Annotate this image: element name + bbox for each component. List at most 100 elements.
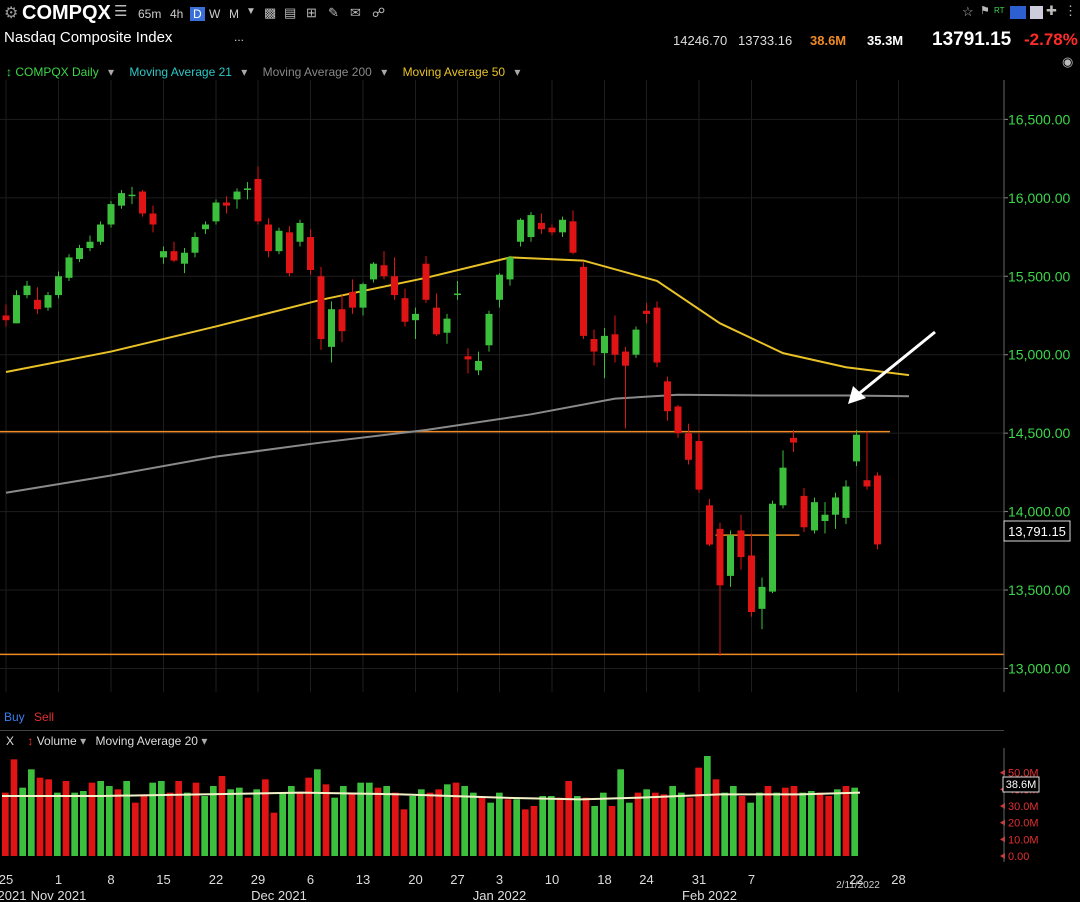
symbol-title[interactable]: COMPQX [22,2,111,24]
candle-74 [779,450,787,509]
candle-30 [317,266,325,350]
volume-bar-63 [548,796,555,856]
xtick-label-13: 24 [639,872,653,887]
volume-bar-16 [140,794,148,856]
volume-bar-44 [383,786,390,856]
price-tag: 13,791.15 [1008,524,1066,539]
price-tag-box [1003,520,1071,542]
buy-sell[interactable]: Buy Sell [4,710,54,724]
volume-bar-0 [2,792,9,856]
sell-label: Sell [34,710,55,724]
candle-1 [13,290,20,324]
candle-58 [611,315,619,363]
volume-bar-96 [834,789,841,856]
volume-tag-box [1002,776,1040,793]
volume-bar-76 [660,794,668,856]
volume-bar-25 [218,776,226,856]
alert-flag-icon[interactable]: ⚑ [980,5,990,17]
volume-bar-39 [340,786,347,856]
xtick-label-11: 10 [545,872,559,887]
comment-icon[interactable]: ✉ [350,5,361,20]
volume-bar-4 [36,777,44,856]
volume-title[interactable]: Volume [36,734,77,748]
volume-bar-43 [374,787,382,856]
volume-tag: 38.6M [1006,779,1037,791]
volume-bar-52 [452,782,460,856]
volume-bar-93 [808,791,815,856]
timeframe-weekly[interactable]: W [209,7,221,21]
screener-icon[interactable] [1010,6,1026,19]
candle-46 [485,310,493,352]
volume-bar-57 [496,792,503,856]
xtick-label-6: 6 [307,872,314,887]
timeframe-monthly[interactable]: M [229,7,239,21]
candle-55 [580,262,587,340]
volume-bar-98 [851,787,858,856]
volume-bar-49 [426,792,434,856]
realtime-icon[interactable]: RT [994,6,1005,15]
candle-41 [433,293,440,336]
volume-ma-label[interactable]: Moving Average 20 [95,734,198,748]
volume-bar-6 [54,792,61,856]
more-icon[interactable]: ⋮ [1064,3,1077,18]
ytick-label-3: 14,500.00 [1008,425,1070,441]
candle-28 [296,219,304,247]
candle-36 [380,251,388,280]
share-icon[interactable]: ☍ [372,5,386,20]
volume-bar-73 [634,792,642,856]
candle-39 [412,307,419,340]
legend-ma200[interactable]: Moving Average 200 ▾ [262,65,388,79]
ytick-label-7: 16,500.00 [1008,111,1070,127]
candle-78 [821,502,829,534]
candle-12 [128,186,136,205]
candle-25 [265,218,272,258]
timeframe-65m[interactable]: 65m [138,7,162,21]
vtick-label-0: 0.00 [1008,851,1029,863]
volume-bar-46 [400,809,408,856]
list-icon[interactable]: ☰ [114,3,128,20]
ytick-label-6: 16,000.00 [1008,190,1070,206]
chart-grid [0,80,1004,692]
xtick-label-12: 18 [597,872,611,887]
price-chart[interactable]: 13,000.00 13,500.00 14,000.00 14,500.00 15,0… [0,80,1080,712]
favorite-star-icon[interactable]: ☆ [962,4,974,19]
vtick-label-1: 10.0M [1008,834,1039,846]
volume-bar-35 [305,777,312,856]
layout-icon[interactable] [1030,6,1043,19]
legend-series[interactable]: ↕ COMPQX Daily ▾ [6,65,115,79]
ytick-label-1: 13,500.00 [1008,582,1070,598]
volume-close-button[interactable]: X [6,734,15,748]
move-icon[interactable]: ✚ [1046,3,1057,18]
volume-bar-17 [149,782,156,856]
volume-bar-2 [19,787,26,856]
volume-bar-15 [132,802,139,856]
more-dots[interactable]: ... [234,30,245,44]
legend-ma50[interactable]: Moving Average 50 ▾ [402,65,521,79]
month-label-2: Dec 2021 [251,888,307,902]
timeframe-dropdown-icon[interactable]: ▼ [246,6,256,17]
globe-icon[interactable]: ◉ [1062,54,1074,69]
legend-ma21[interactable]: Moving Average 21 ▾ [129,65,248,79]
candle-8 [86,235,94,252]
volume-bar-66 [574,796,581,856]
volume-bar-83 [721,792,728,856]
timeframe-4h[interactable]: 4h [170,7,184,21]
candle-51 [538,213,545,234]
candle-3 [34,287,41,314]
draw-tool-icon[interactable]: ✎ [328,5,339,20]
timeframe-daily[interactable]: D [190,7,205,21]
annotation-arrow [855,330,936,398]
candle-type-icon[interactable]: ▩ [264,5,277,20]
volume-bar-28 [244,797,252,856]
bar-chart-icon[interactable]: ▤ [284,5,297,20]
volume-bar-32 [279,792,286,856]
add-study-icon[interactable]: ⊞ [306,5,317,20]
volume-legend: X ↕ Volume ▾ Moving Average 20 ▾ [6,734,208,748]
candle-81 [853,430,860,467]
chart-settings-icon[interactable]: ⚙ [4,5,19,22]
xtick-label-5: 29 [251,872,265,887]
volume-bar-78 [678,792,685,856]
